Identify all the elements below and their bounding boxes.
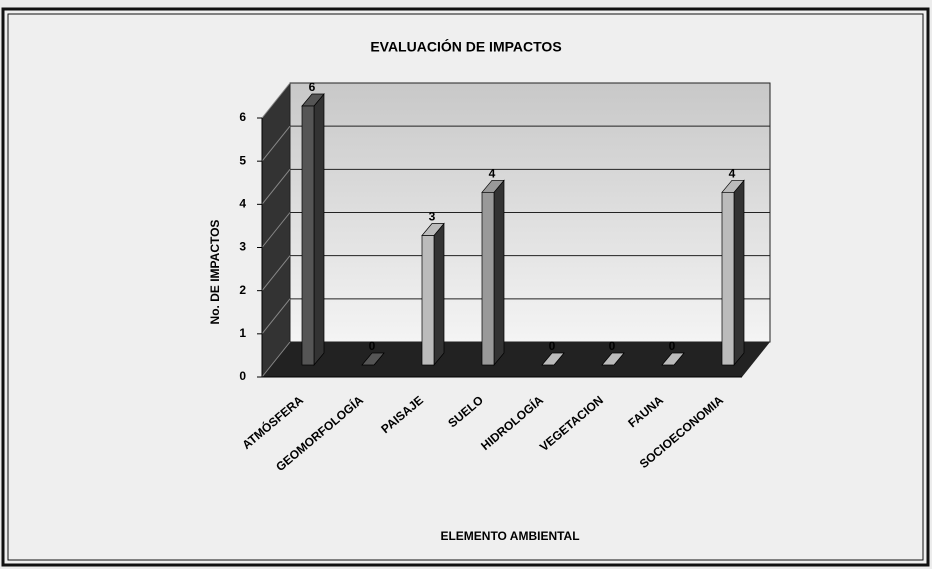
bar-top <box>661 352 685 366</box>
data-label: 0 <box>549 339 556 353</box>
bar-top <box>361 352 385 366</box>
data-label: 0 <box>669 339 676 353</box>
data-label: 0 <box>609 339 616 353</box>
y-tick-label: 6 <box>239 110 246 124</box>
bar <box>721 179 745 366</box>
bar <box>301 93 325 366</box>
bar-side <box>493 179 505 366</box>
frame-inner <box>7 13 924 561</box>
bar-side <box>433 222 445 366</box>
grid-line <box>261 125 291 162</box>
grid-line <box>261 298 291 335</box>
grid-line <box>261 341 291 378</box>
y-tick-label: 0 <box>239 369 246 383</box>
floor <box>262 342 770 377</box>
data-label: 0 <box>369 339 376 353</box>
bar <box>661 352 685 366</box>
y-tick-label: 2 <box>239 283 246 297</box>
y-tick-label: 4 <box>239 197 246 211</box>
bar-top <box>541 352 565 366</box>
data-label: 6 <box>309 80 316 94</box>
bar-front <box>481 191 495 366</box>
bar-top <box>601 352 625 366</box>
y-tick-label: 3 <box>239 240 246 254</box>
chart-title: EVALUACIÓN DE IMPACTOS <box>370 38 561 55</box>
bar-front <box>301 105 315 366</box>
data-label: 4 <box>489 167 496 181</box>
bar <box>481 179 505 366</box>
bar-front <box>421 235 435 366</box>
bar <box>541 352 565 366</box>
grid-line <box>261 169 291 205</box>
grid-line <box>261 255 291 291</box>
y-tick-label: 1 <box>239 326 246 340</box>
bar-front <box>721 191 735 366</box>
data-label: 3 <box>429 210 436 224</box>
x-axis-title: ELEMENTO AMBIENTAL <box>440 529 579 543</box>
y-axis-title: No. DE IMPACTOS <box>208 220 222 325</box>
bar <box>361 352 385 366</box>
bar-side <box>733 179 745 366</box>
data-label: 4 <box>729 167 736 181</box>
bar-side <box>313 93 325 366</box>
grid-line <box>261 212 291 248</box>
y-tick-label: 5 <box>239 153 246 167</box>
bar <box>421 222 445 366</box>
grid-line <box>261 82 291 119</box>
bar <box>601 352 625 366</box>
